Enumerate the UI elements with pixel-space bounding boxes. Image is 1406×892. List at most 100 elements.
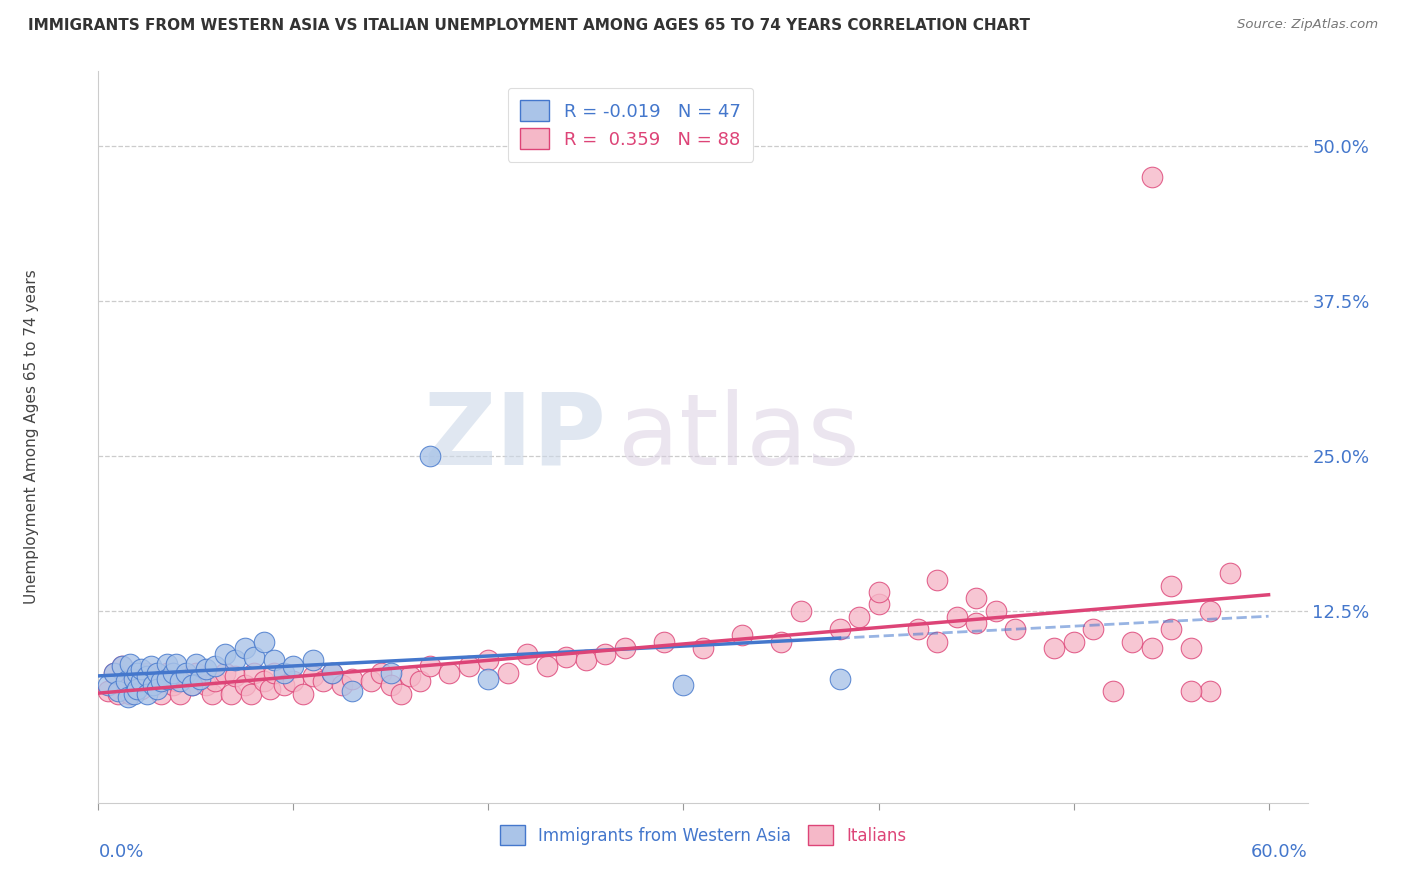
Point <box>340 672 363 686</box>
Point <box>111 659 134 673</box>
Text: atlas: atlas <box>619 389 860 485</box>
Point <box>142 678 165 692</box>
Point <box>769 634 792 648</box>
Point <box>652 634 675 648</box>
Point <box>828 622 851 636</box>
Point <box>965 591 987 606</box>
Point <box>1160 622 1182 636</box>
Point <box>233 678 256 692</box>
Point <box>595 647 617 661</box>
Point <box>97 678 120 692</box>
Point <box>127 665 149 680</box>
Point <box>118 657 141 671</box>
Point <box>184 665 207 680</box>
Legend: Immigrants from Western Asia, Italians: Immigrants from Western Asia, Italians <box>492 817 914 853</box>
Point <box>219 687 242 701</box>
Point <box>107 687 129 701</box>
Point <box>1063 634 1085 648</box>
Point <box>194 662 217 676</box>
Point <box>233 640 256 655</box>
Point <box>399 669 422 683</box>
Point <box>1180 684 1202 698</box>
Point <box>165 657 187 671</box>
Point <box>575 653 598 667</box>
Text: 60.0%: 60.0% <box>1251 843 1308 861</box>
Point <box>156 657 179 671</box>
Point <box>555 649 578 664</box>
Point <box>273 678 295 692</box>
Point <box>214 665 236 680</box>
Point <box>149 674 172 689</box>
Point <box>292 687 315 701</box>
Point <box>302 653 325 667</box>
Point <box>127 674 149 689</box>
Point <box>146 681 169 696</box>
Point <box>200 687 222 701</box>
Point <box>131 674 153 689</box>
Point <box>194 678 217 692</box>
Point <box>114 678 136 692</box>
Point <box>174 669 197 683</box>
Point <box>131 681 153 696</box>
Point <box>283 674 305 689</box>
Point <box>122 672 145 686</box>
Point <box>1140 640 1163 655</box>
Point <box>263 653 285 667</box>
Point <box>370 665 392 680</box>
Point <box>672 678 695 692</box>
Point <box>731 628 754 642</box>
Point <box>925 634 948 648</box>
Point <box>204 659 226 673</box>
Point <box>1219 566 1241 581</box>
Point <box>1101 684 1123 698</box>
Point <box>146 674 169 689</box>
Point <box>122 669 145 683</box>
Text: ZIP: ZIP <box>423 389 606 485</box>
Point <box>127 681 149 696</box>
Point <box>330 678 353 692</box>
Point <box>321 665 343 680</box>
Point <box>136 669 159 683</box>
Point <box>984 604 1007 618</box>
Point <box>389 687 412 701</box>
Point <box>149 687 172 701</box>
Point <box>188 672 211 686</box>
Point <box>692 640 714 655</box>
Point <box>103 665 125 680</box>
Point <box>111 659 134 673</box>
Point <box>496 665 519 680</box>
Point <box>103 665 125 680</box>
Point <box>122 687 145 701</box>
Point <box>136 687 159 701</box>
Point <box>340 684 363 698</box>
Point <box>146 665 169 680</box>
Point <box>169 687 191 701</box>
Point <box>136 665 159 680</box>
Point <box>907 622 929 636</box>
Point <box>516 647 538 661</box>
Point <box>224 669 246 683</box>
Point <box>283 659 305 673</box>
Point <box>174 665 197 680</box>
Point <box>97 684 120 698</box>
Point <box>965 615 987 630</box>
Point <box>243 649 266 664</box>
Point <box>419 449 441 463</box>
Point <box>253 674 276 689</box>
Text: Source: ZipAtlas.com: Source: ZipAtlas.com <box>1237 18 1378 31</box>
Point <box>945 610 967 624</box>
Point <box>259 681 281 696</box>
Point <box>439 665 461 680</box>
Point <box>614 640 637 655</box>
Text: Unemployment Among Ages 65 to 74 years: Unemployment Among Ages 65 to 74 years <box>24 269 39 605</box>
Point <box>380 678 402 692</box>
Point <box>224 653 246 667</box>
Point <box>477 672 499 686</box>
Point <box>107 684 129 698</box>
Point <box>204 674 226 689</box>
Point <box>868 585 890 599</box>
Point <box>162 665 184 680</box>
Point <box>925 573 948 587</box>
Point <box>181 678 204 692</box>
Point <box>162 678 184 692</box>
